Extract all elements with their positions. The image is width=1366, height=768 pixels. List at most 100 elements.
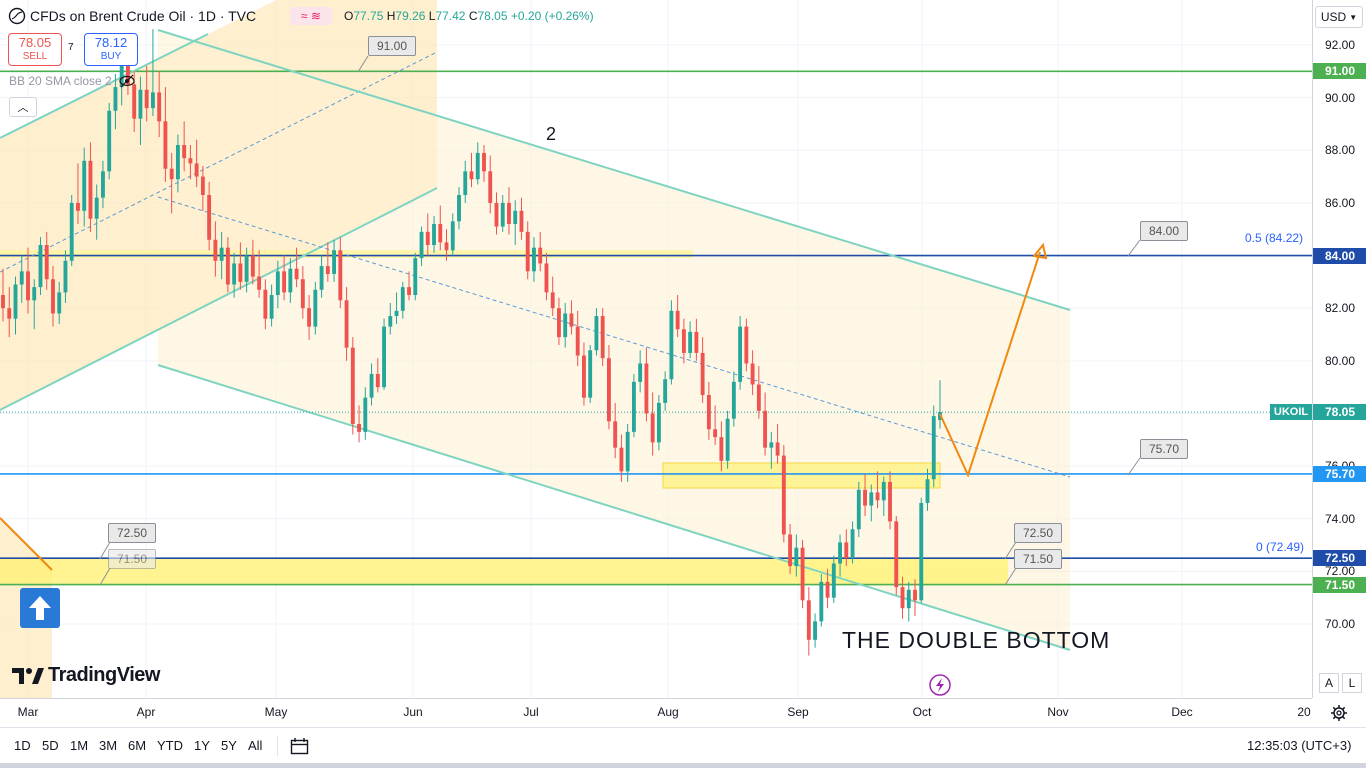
y-tick: 86.00 xyxy=(1324,195,1355,210)
candle-body xyxy=(869,492,874,506)
range-all[interactable]: All xyxy=(248,738,263,753)
candle-body xyxy=(425,231,430,246)
range-5y[interactable]: 5Y xyxy=(221,738,237,753)
compare-icon[interactable]: ≈ ≋ xyxy=(290,7,332,25)
candle-body xyxy=(825,581,830,598)
candle-body xyxy=(856,489,861,530)
candle-body xyxy=(525,231,530,272)
candle-body xyxy=(494,202,499,227)
x-tick: May xyxy=(264,705,288,719)
symbol-header[interactable]: CFDs on Brent Crude Oil · 1D · TVC xyxy=(8,7,256,25)
candle-body xyxy=(644,363,649,414)
chart-canvas[interactable]: 2 THE DOUBLE BOTTOM xyxy=(0,0,1312,698)
price-label-725: 72.50 xyxy=(1313,550,1366,567)
auto-scale-button[interactable]: A xyxy=(1319,673,1339,693)
candle-body xyxy=(744,326,749,364)
sell-button[interactable]: 78.05 SELL xyxy=(8,33,62,66)
candle-body xyxy=(800,547,805,601)
candle-body xyxy=(831,563,836,598)
collapse-button[interactable]: ︿ xyxy=(9,97,37,117)
candle-body xyxy=(213,239,218,261)
y-tick: 80.00 xyxy=(1324,353,1355,368)
candle-body xyxy=(169,168,174,180)
candle-body xyxy=(32,287,37,301)
candle-body xyxy=(101,171,105,198)
candle-body xyxy=(138,89,143,119)
candle-body xyxy=(94,197,99,219)
descending-channel-zone xyxy=(158,30,1070,650)
candle-body xyxy=(913,589,917,601)
settings-gear-icon[interactable] xyxy=(1330,704,1348,722)
candle-body xyxy=(157,92,162,122)
y-tick: 70.00 xyxy=(1324,617,1355,631)
price-label-84: 84.00 xyxy=(1313,247,1366,264)
candle-body xyxy=(7,308,12,319)
candle-body xyxy=(407,287,411,296)
range-5d[interactable]: 5D xyxy=(42,738,59,753)
price-axis[interactable]: USD▼ 70.0072.0074.0076.0078.0080.0082.00… xyxy=(1312,0,1366,698)
candle-body xyxy=(163,121,168,169)
candle-body xyxy=(250,255,255,277)
candle-body xyxy=(694,331,699,353)
candle-body xyxy=(357,423,361,432)
price-label-757: 75.70 xyxy=(1313,465,1366,482)
channel-line xyxy=(0,187,438,411)
price-label-91: 91.00 xyxy=(1313,63,1366,80)
candle-body xyxy=(113,87,118,111)
range-ytd[interactable]: YTD xyxy=(157,738,183,753)
channel-midline xyxy=(157,196,1071,478)
candle-body xyxy=(738,326,743,382)
candle-body xyxy=(450,221,455,251)
calendar-range-icon[interactable] xyxy=(290,736,310,756)
candle-body xyxy=(144,89,149,109)
x-tick: Jul xyxy=(523,705,539,719)
candle-body xyxy=(688,331,693,353)
buy-button[interactable]: 78.12 BUY xyxy=(84,33,138,66)
candle-body xyxy=(788,534,793,567)
candle-body xyxy=(881,481,886,501)
candle-body xyxy=(750,363,755,385)
log-scale-button[interactable]: L xyxy=(1342,673,1362,693)
candle-body xyxy=(188,158,193,164)
range-1d[interactable]: 1D xyxy=(14,738,31,753)
candle-body xyxy=(257,276,262,290)
candle-body xyxy=(319,266,324,290)
candle-body xyxy=(132,84,137,119)
candle-body xyxy=(569,313,574,327)
candle-body xyxy=(444,242,449,251)
range-3m[interactable]: 3M xyxy=(99,738,118,753)
candle-body xyxy=(463,171,468,196)
candle-body xyxy=(769,442,774,448)
indicator-legend[interactable]: BB 20 SMA close 2 xyxy=(9,74,136,88)
candle-body xyxy=(76,202,80,211)
currency-select[interactable]: USD ▼ xyxy=(1315,6,1363,28)
x-tick: Aug xyxy=(657,705,679,719)
candle-body xyxy=(313,289,318,327)
range-1y[interactable]: 1Y xyxy=(194,738,210,753)
candle-body xyxy=(594,316,599,351)
eye-hidden-icon[interactable] xyxy=(118,74,136,88)
candle-body xyxy=(388,316,393,327)
y-tick: 82.00 xyxy=(1324,301,1355,316)
range-1m[interactable]: 1M xyxy=(70,738,89,753)
x-tick: Dec xyxy=(1171,705,1193,719)
candle-body xyxy=(288,268,293,293)
x-tick: Oct xyxy=(912,705,932,719)
candle-body xyxy=(638,363,643,382)
scroll-up-button[interactable] xyxy=(20,588,60,628)
candle-body xyxy=(725,418,730,461)
candle-body xyxy=(269,295,274,319)
candle-body xyxy=(669,310,674,380)
time-axis[interactable]: Mar Apr May Jun Jul Aug Sep Oct Nov Dec … xyxy=(0,698,1347,727)
candle-body xyxy=(500,202,505,227)
candle-body xyxy=(482,152,486,172)
candle-body xyxy=(925,479,930,503)
candle-body xyxy=(107,110,112,172)
candle-body xyxy=(338,250,343,301)
tradingview-logo: TradingView xyxy=(12,664,160,687)
candle-body xyxy=(875,492,880,501)
range-6m[interactable]: 6M xyxy=(128,738,147,753)
candle-body xyxy=(57,292,62,314)
candle-body xyxy=(650,413,655,443)
candle-body xyxy=(375,373,380,388)
